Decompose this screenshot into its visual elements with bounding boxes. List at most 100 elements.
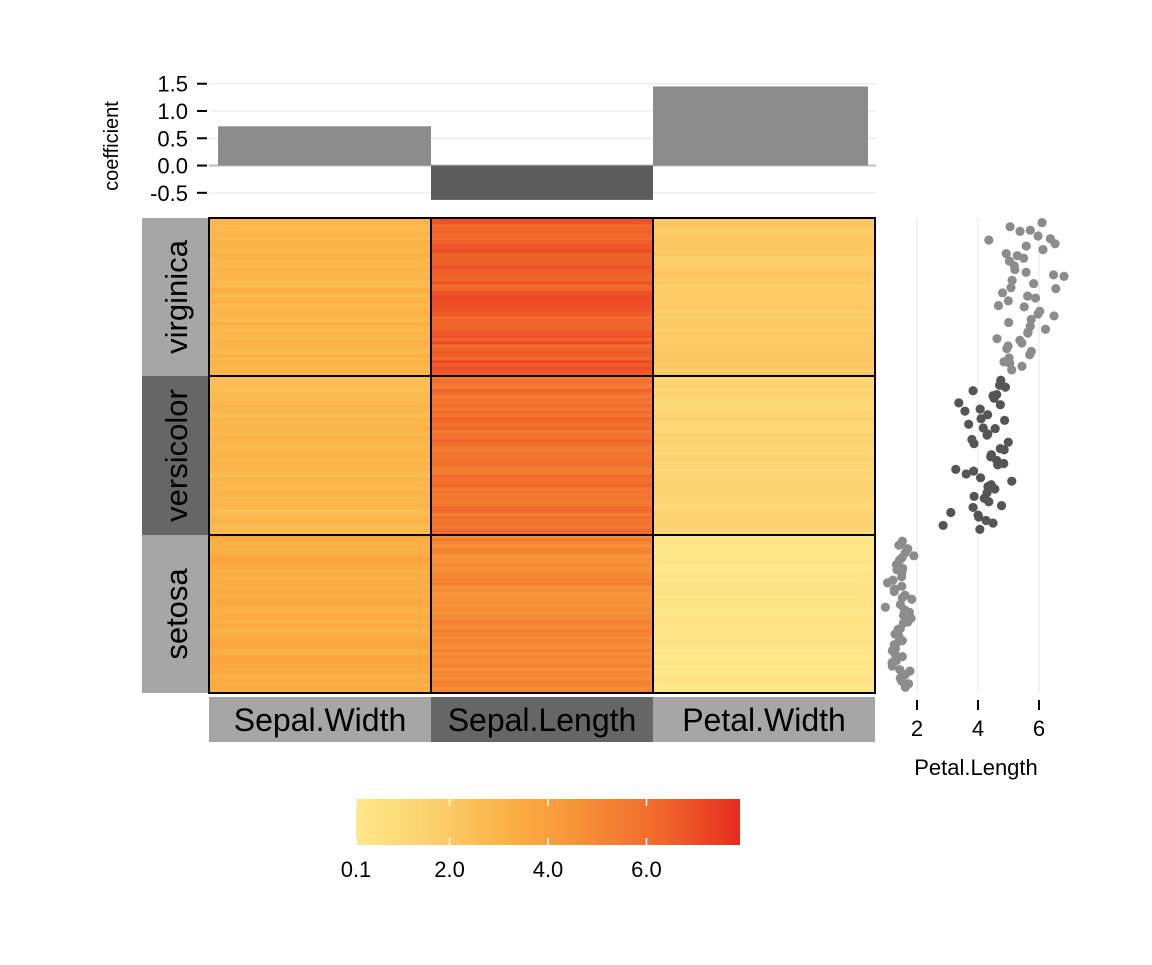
- heatmap-stripe: [653, 442, 875, 447]
- heatmap-stripe: [209, 588, 431, 593]
- heatmap-column-strips: Sepal.Width Sepal.Length Petal.Width: [209, 697, 875, 742]
- heatmap-stripe: [653, 636, 875, 640]
- heatmap-stripe: [431, 322, 653, 327]
- heatmap-stripe: [653, 500, 875, 504]
- heatmap-stripe: [209, 315, 431, 320]
- heatmap-stripe: [209, 509, 431, 514]
- heatmap-stripe: [209, 281, 431, 285]
- heatmap-stripe: [653, 252, 875, 257]
- scatter-point-virginica: [1049, 311, 1059, 321]
- scatter-point-versicolor: [960, 406, 970, 416]
- heatmap-stripe: [431, 218, 653, 222]
- heatmap-stripe: [209, 293, 431, 298]
- heatmap-stripe: [431, 689, 653, 694]
- row-strip-label: setosa: [159, 568, 194, 660]
- heatmap-stripe: [431, 582, 653, 587]
- heatmap-stripe: [209, 569, 431, 574]
- heatmap-stripe: [209, 445, 431, 450]
- heatmap-stripe: [431, 372, 653, 377]
- heatmap-stripe: [209, 442, 431, 447]
- heatmap-stripe: [653, 278, 875, 282]
- heatmap-stripe: [209, 344, 431, 349]
- heatmap-stripe: [653, 271, 875, 276]
- heatmap-stripe: [653, 465, 875, 469]
- heatmap-stripe: [431, 452, 653, 457]
- heatmap-stripe: [653, 452, 875, 457]
- heatmap-stripe: [653, 512, 875, 517]
- heatmap-stripe: [431, 595, 653, 599]
- heatmap-stripe: [431, 639, 653, 644]
- heatmap-stripe: [431, 667, 653, 672]
- heatmap-stripe: [209, 686, 431, 691]
- heatmap-stripe: [431, 312, 653, 317]
- heatmap-stripe: [431, 350, 653, 355]
- heatmap-stripe: [431, 414, 653, 418]
- heatmap-stripe: [209, 496, 431, 501]
- heatmap-stripe: [653, 569, 875, 574]
- heatmap-stripe: [653, 353, 875, 358]
- heatmap-stripe: [653, 632, 875, 637]
- heatmap-stripe: [431, 645, 653, 650]
- heatmap-stripe: [653, 404, 875, 409]
- heatmap-stripe: [209, 262, 431, 266]
- scatter-point-versicolor: [984, 497, 994, 507]
- coefficient-y-axis: -0.50.0 0.51.01.5: [150, 72, 207, 206]
- heatmap-stripe: [209, 246, 431, 251]
- heatmap-stripe: [431, 535, 653, 539]
- heatmap-stripe: [431, 610, 653, 615]
- heatmap-stripe: [653, 385, 875, 390]
- heatmap-stripe: [209, 557, 431, 561]
- heatmap-stripe: [653, 382, 875, 387]
- scatter-point-versicolor: [968, 466, 979, 476]
- heatmap-stripe: [653, 664, 875, 669]
- heatmap-stripe: [209, 661, 431, 666]
- heatmap-stripe: [431, 395, 653, 399]
- heatmap-stripe: [653, 553, 875, 558]
- heatmap-stripe: [653, 255, 875, 260]
- heatmap-stripe: [209, 544, 431, 549]
- scatter-point-versicolor: [969, 491, 979, 501]
- heatmap-stripe: [431, 528, 653, 533]
- heatmap-stripe: [209, 363, 431, 368]
- heatmap-stripe: [653, 541, 875, 546]
- heatmap-stripe: [653, 306, 875, 311]
- heatmap-stripe: [431, 382, 653, 387]
- heatmap-stripe: [653, 449, 875, 453]
- heatmap-stripe: [209, 407, 431, 412]
- heatmap-stripe: [431, 560, 653, 565]
- heatmap-stripe: [431, 553, 653, 558]
- heatmap-stripe: [209, 531, 431, 536]
- heatmap-stripe: [209, 522, 431, 527]
- heatmap-stripe: [209, 500, 431, 504]
- heatmap-stripe: [653, 233, 875, 238]
- heatmap-stripe: [431, 465, 653, 469]
- heatmap-stripe: [653, 236, 875, 241]
- heatmap-stripe: [431, 287, 653, 292]
- heatmap-stripe: [431, 604, 653, 609]
- heatmap-stripe: [209, 528, 431, 533]
- heatmap-stripe: [653, 655, 875, 659]
- heatmap-stripe: [431, 680, 653, 685]
- heatmap-stripe: [209, 297, 431, 301]
- heatmap-stripe: [431, 525, 653, 530]
- scatter-point-virginica: [1040, 324, 1051, 334]
- heatmap-stripe: [431, 607, 653, 612]
- heatmap-stripe: [431, 385, 653, 390]
- heatmap-stripe: [653, 503, 875, 507]
- heatmap-stripe: [653, 414, 875, 418]
- heatmap-stripe: [209, 252, 431, 257]
- heatmap-stripe: [431, 328, 653, 333]
- heatmap-stripe: [209, 493, 431, 498]
- scatter-point-setosa: [907, 594, 917, 604]
- scatter-point-virginica: [992, 334, 1002, 344]
- heatmap-stripe: [209, 683, 431, 688]
- heatmap-stripe: [653, 388, 875, 393]
- coefficient-tick-label: -0.5: [150, 181, 188, 206]
- heatmap-stripe: [653, 445, 875, 450]
- scatter-point-versicolor: [961, 469, 971, 479]
- heatmap-stripe: [209, 236, 431, 241]
- heatmap-stripe: [209, 642, 431, 647]
- heatmap-stripe: [431, 417, 653, 422]
- heatmap-stripe: [209, 458, 431, 463]
- heatmap-stripe: [431, 398, 653, 403]
